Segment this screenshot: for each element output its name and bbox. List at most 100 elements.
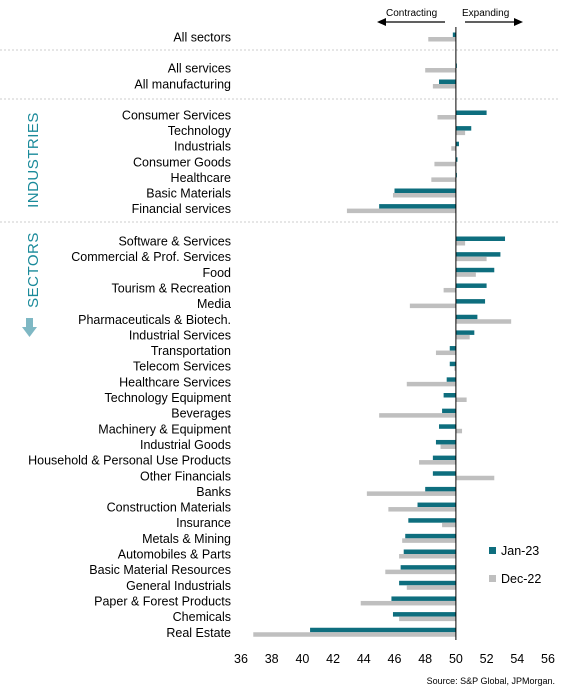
bar-dec22-consumer-goods xyxy=(434,161,456,167)
bar-jan23-consumer-goods xyxy=(455,157,458,162)
category-label-general-industrials: General Industrials xyxy=(126,579,231,593)
bar-jan23-chemicals xyxy=(392,612,456,617)
category-label-paper-forest-products: Paper & Forest Products xyxy=(94,594,231,608)
bar-jan23-banks xyxy=(425,486,456,492)
category-label-consumer-services: Consumer Services xyxy=(122,109,231,123)
category-label-industrials: Industrials xyxy=(174,140,231,154)
x-tick-54: 54 xyxy=(510,652,524,666)
x-tick-36: 36 xyxy=(234,652,248,666)
bars-layer xyxy=(253,32,512,637)
x-tick-40: 40 xyxy=(295,652,309,666)
legend-swatch-jan23 xyxy=(489,547,496,554)
bar-dec22-healthcare xyxy=(431,177,456,182)
bar-jan23-transportation xyxy=(449,346,456,351)
bar-dec22-banks xyxy=(366,491,456,496)
bar-jan23-real-estate xyxy=(310,627,456,633)
bar-jan23-media xyxy=(455,299,486,304)
bar-dec22-paper-forest-products xyxy=(360,600,456,606)
category-label-basic-materials: Basic Materials xyxy=(146,187,231,201)
bar-dec22-industrial-goods xyxy=(440,444,456,449)
bar-jan23-industrial-services xyxy=(455,330,475,335)
bar-jan23-industrials xyxy=(455,141,459,147)
bar-dec22-insurance xyxy=(442,522,456,528)
category-label-financial-services: Financial services xyxy=(132,202,231,216)
expanding-label: Expanding xyxy=(462,8,509,19)
bar-dec22-technology xyxy=(455,130,466,136)
category-label-automobiles-parts: Automobiles & Parts xyxy=(118,548,231,562)
category-labels: All sectors All services All manufacturing… xyxy=(28,31,232,640)
industries-group-label: INDUSTRIES xyxy=(25,112,42,208)
contracting-arrowhead xyxy=(377,18,386,26)
x-tick-48: 48 xyxy=(418,652,432,666)
bar-dec22-machinery-equipment xyxy=(455,428,463,434)
bar-dec22-software-services xyxy=(455,241,466,246)
bar-dec22-all-sectors xyxy=(428,37,456,42)
bar-jan23-consumer-services xyxy=(455,110,487,115)
bar-dec22-media xyxy=(409,303,456,309)
bar-jan23-software-services xyxy=(455,236,506,241)
category-label-basic-material-resources: Basic Material Resources xyxy=(89,563,231,577)
category-label-commercial-prof-services: Commercial & Prof. Services xyxy=(71,250,231,264)
category-label-media: Media xyxy=(197,297,231,311)
bar-dec22-commercial-prof-services xyxy=(455,256,487,262)
category-label-construction-materials: Construction Materials xyxy=(107,501,231,515)
bar-jan23-healthcare-services xyxy=(446,377,456,382)
legend-swatch-dec22 xyxy=(489,575,496,582)
legend-label-jan23: Jan-23 xyxy=(501,544,539,558)
legend-label-dec22: Dec-22 xyxy=(501,572,541,586)
category-label-transportation: Transportation xyxy=(151,344,231,358)
category-label-healthcare-services: Healthcare Services xyxy=(119,375,231,389)
bar-jan23-beverages xyxy=(442,408,456,414)
bar-jan23-insurance xyxy=(408,518,456,523)
sectors-group-label: SECTORS xyxy=(25,232,42,308)
category-label-beverages: Beverages xyxy=(171,407,231,421)
bar-dec22-automobiles-parts xyxy=(399,554,456,559)
x-tick-46: 46 xyxy=(388,652,402,666)
section-separators xyxy=(0,49,560,223)
bar-jan23-financial-services xyxy=(379,204,456,209)
bar-jan23-industrial-goods xyxy=(435,439,456,445)
x-tick-42: 42 xyxy=(326,652,340,666)
bar-jan23-machinery-equipment xyxy=(439,424,456,429)
bar-jan23-general-industrials xyxy=(399,580,456,586)
bar-jan23-construction-materials xyxy=(417,502,456,508)
bar-jan23-all-manufacturing xyxy=(439,79,456,84)
bar-jan23-basic-material-resources xyxy=(400,565,456,570)
x-tick-56: 56 xyxy=(541,652,555,666)
legend: Jan-23 Dec-22 xyxy=(489,544,541,586)
x-tick-52: 52 xyxy=(480,652,494,666)
category-label-other-financials: Other Financials xyxy=(140,469,231,483)
bar-dec22-technology-equipment xyxy=(455,397,467,402)
x-axis-ticks: 36 38 40 42 44 46 48 50 52 54 56 xyxy=(234,652,555,666)
chart-header: Contracting Expanding xyxy=(377,8,523,26)
category-label-insurance: Insurance xyxy=(176,516,231,530)
category-label-software-services: Software & Services xyxy=(118,235,231,249)
category-label-pharmaceuticals-biotech: Pharmaceuticals & Biotech. xyxy=(78,313,231,327)
bar-jan23-basic-materials xyxy=(394,188,456,193)
category-label-food: Food xyxy=(203,266,232,280)
category-label-consumer-goods: Consumer Goods xyxy=(133,155,231,169)
bar-jan23-automobiles-parts xyxy=(403,549,456,554)
bar-dec22-metals-mining xyxy=(402,538,456,543)
bar-dec22-pharmaceuticals-biotech xyxy=(455,319,512,324)
bar-dec22-basic-material-resources xyxy=(385,569,456,575)
bar-dec22-food xyxy=(455,272,476,277)
bar-jan23-pharmaceuticals-biotech xyxy=(455,314,478,320)
source-note: Source: S&P Global, JPMorgan. xyxy=(427,676,555,686)
category-label-technology-equipment: Technology Equipment xyxy=(105,391,232,405)
bar-dec22-consumer-services xyxy=(437,115,456,120)
category-label-real-estate: Real Estate xyxy=(166,626,231,640)
category-label-household-personal-use-products: Household & Personal Use Products xyxy=(28,454,231,468)
category-label-tourism-recreation: Tourism & Recreation xyxy=(112,281,232,295)
bar-dec22-industrials xyxy=(451,146,456,151)
category-label-industrial-services: Industrial Services xyxy=(129,328,231,342)
bar-dec22-general-industrials xyxy=(406,585,456,590)
bar-jan23-other-financials xyxy=(432,471,456,476)
bar-dec22-industrial-services xyxy=(455,334,470,340)
bar-dec22-real-estate xyxy=(253,632,456,637)
down-arrow-icon xyxy=(22,318,37,337)
expanding-arrowhead xyxy=(514,18,523,26)
bar-dec22-construction-materials xyxy=(388,507,456,512)
bar-jan23-technology xyxy=(455,126,472,131)
